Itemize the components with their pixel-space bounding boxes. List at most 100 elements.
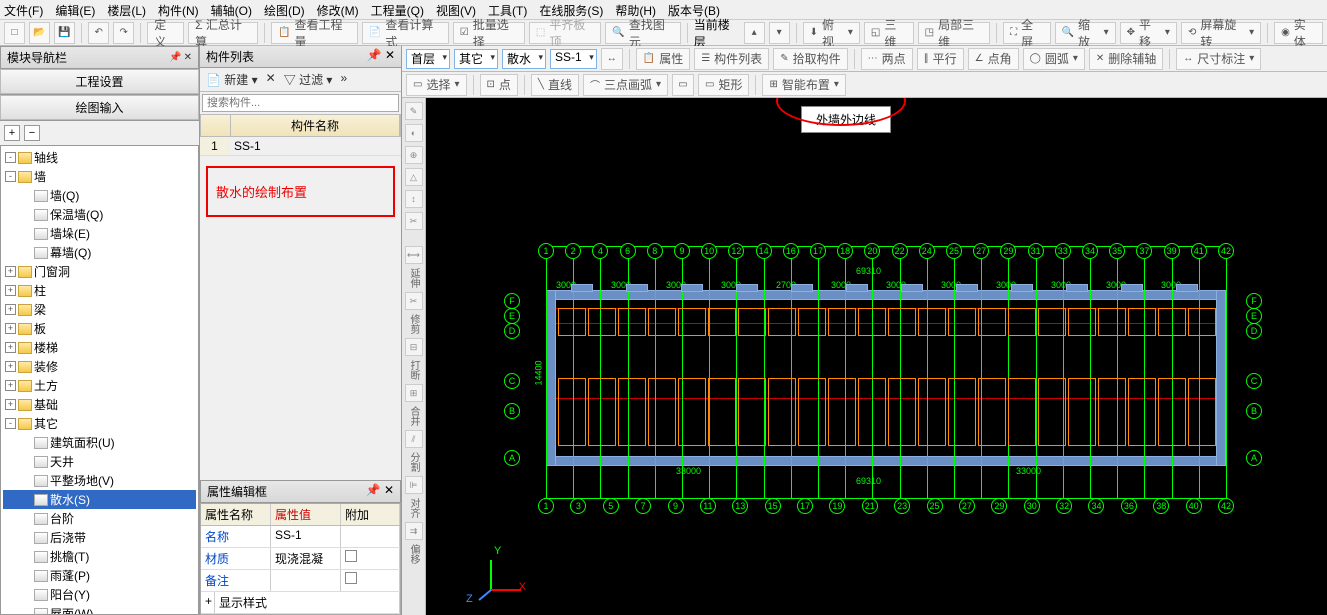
tree-node[interactable]: 屋面(W) [3,604,196,615]
save-icon[interactable]: 💾 [54,22,75,44]
tree-node[interactable]: +基础 [3,395,196,414]
pick-component-button[interactable]: ✎ 拾取构件 [773,48,847,70]
tree-node[interactable]: +柱 [3,281,196,300]
parallel-button[interactable]: ∥ 平行 [917,48,964,70]
dim-mark-button[interactable]: ↔ 尺寸标注 ▾ [1176,48,1261,70]
subcategory-dropdown[interactable]: 散水 [502,49,546,69]
tree-node[interactable]: 天井 [3,452,196,471]
category-dropdown[interactable]: 其它 [454,49,498,69]
tab-draw-input[interactable]: 绘图输入 [0,95,199,120]
tree-node[interactable]: 台阶 [3,509,196,528]
tree-node[interactable]: 后浇带 [3,528,196,547]
search-input[interactable] [202,94,399,112]
open-icon[interactable]: 📂 [29,22,50,44]
point-button[interactable]: ⊡ 点 [480,74,518,96]
tree-node[interactable]: 散水(S) [3,490,196,509]
tree-node[interactable]: 建筑面积(U) [3,433,196,452]
expand-all-icon[interactable]: + [4,125,20,141]
batch-select-button[interactable]: ☑ 批量选择 [453,22,525,44]
tree-node[interactable]: 墙垛(E) [3,224,196,243]
tree-node[interactable]: +楼梯 [3,338,196,357]
screen-rotate-button[interactable]: ⟲ 屏幕旋转 ▾ [1181,22,1261,44]
menu-file[interactable]: 文件(F) [4,2,43,17]
prop-row-remark[interactable]: 备注 [201,570,400,592]
menu-view[interactable]: 视图(V) [436,2,476,17]
3d-button[interactable]: ◱ 三维 [864,22,914,44]
tree-node[interactable]: -轴线 [3,148,196,167]
close-icon[interactable]: ✕ [384,483,394,497]
nav-icon[interactable]: ↔ [601,48,623,70]
prop-row-style[interactable]: + 显示样式 [201,592,400,614]
smart-layout-button[interactable]: ⊞ 智能布置 ▾ [762,74,845,96]
tree-node[interactable]: +梁 [3,300,196,319]
tree-node[interactable]: -其它 [3,414,196,433]
attr-button[interactable]: 📋 属性 [636,48,690,70]
tree-node[interactable]: 墙(Q) [3,186,196,205]
tree-node[interactable]: 幕墙(Q) [3,243,196,262]
pin-icon[interactable]: 📌 [366,483,381,497]
tree-node[interactable]: 平整场地(V) [3,471,196,490]
tree-node[interactable]: -墙 [3,167,196,186]
close-icon[interactable]: ✕ [184,52,192,63]
tab-project-settings[interactable]: 工程设置 [0,69,199,94]
menu-edit[interactable]: 编辑(E) [55,2,95,17]
tool-icon[interactable]: ⊫ [405,476,423,494]
floor-next-icon[interactable]: ▾ [769,22,790,44]
delete-aux-button[interactable]: ✕ 删除辅轴 [1089,48,1163,70]
component-tree[interactable]: -轴线-墙墙(Q)保温墙(Q)墙垛(E)幕墙(Q)+门窗洞+柱+梁+板+楼梯+装… [0,145,199,615]
point-angle-button[interactable]: ∠ 点角 [968,48,1019,70]
menu-floor[interactable]: 楼层(L) [107,2,146,17]
tool-icon[interactable]: ✎ [405,102,423,120]
tree-node[interactable]: +装修 [3,357,196,376]
arc3-button[interactable]: ⌒ 三点画弧 ▾ [583,74,668,96]
tool-icon[interactable]: ⫽ [405,430,423,448]
delete-icon[interactable]: ✕ [266,71,276,88]
tree-node[interactable]: 挑檐(T) [3,547,196,566]
close-icon[interactable]: ✕ [385,48,395,62]
overlook-button[interactable]: ⬇ 俯视 ▾ [803,22,860,44]
redo-icon[interactable]: ↷ [113,22,134,44]
pin-icon[interactable]: 📌 [169,52,181,63]
floor-prev-icon[interactable]: ▴ [744,22,765,44]
tool-icon[interactable]: ▭ [672,74,694,96]
pin-icon[interactable]: 📌 [367,48,382,62]
flat-floor-button[interactable]: ⬚ 平齐板顶 [529,22,602,44]
undo-icon[interactable]: ↶ [88,22,109,44]
tree-node[interactable]: +土方 [3,376,196,395]
arc-button[interactable]: ◯ 圆弧 ▾ [1023,48,1085,70]
entity-button[interactable]: ◉ 实体 [1274,22,1323,44]
tree-node[interactable]: +门窗洞 [3,262,196,281]
local-3d-button[interactable]: ◳ 局部三维 [918,22,991,44]
sum-button[interactable]: Σ 汇总计算 [188,22,258,44]
component-row[interactable]: 1 SS-1 [200,137,401,156]
floor-dropdown[interactable]: 首层 [406,49,450,69]
tool-icon[interactable]: ◐ [405,124,423,142]
component-list-button[interactable]: ☰ 构件列表 [694,48,769,70]
new-component-button[interactable]: 📄 新建 ▾ [206,71,258,88]
more-icon[interactable]: » [340,71,347,88]
tool-icon[interactable]: ⊟ [405,338,423,356]
line-button[interactable]: ╲ 直线 [531,74,579,96]
tree-node[interactable]: 阳台(Y) [3,585,196,604]
search-component[interactable] [202,94,399,112]
find-graph-button[interactable]: 🔍 查找图元 [605,22,680,44]
tool-icon[interactable]: ⊞ [405,384,423,402]
view-project-button[interactable]: 📋 查看工程量 [271,22,358,44]
calc-mode-button[interactable]: 📄 查看计算式 [362,22,449,44]
tool-icon[interactable]: ✂ [405,212,423,230]
two-points-button[interactable]: ⋯ 两点 [861,48,913,70]
zoom-button[interactable]: 🔍 缩放 ▾ [1055,22,1116,44]
checkbox[interactable] [345,550,357,562]
item-dropdown[interactable]: SS-1 [550,49,597,69]
prop-row-name[interactable]: 名称 SS-1 [201,526,400,548]
tool-icon[interactable]: ⟷ [405,246,423,264]
tool-icon[interactable]: ↕ [405,190,423,208]
select-button[interactable]: ▭ 选择 ▾ [406,74,467,96]
define-button[interactable]: 定义 [147,22,184,44]
rect-button[interactable]: ▭ 矩形 [698,74,749,96]
tool-icon[interactable]: ⊕ [405,146,423,164]
collapse-all-icon[interactable]: − [24,125,40,141]
new-icon[interactable]: □ [4,22,25,44]
drawing-canvas[interactable]: 外墙外边线 69310 69310 14400 [426,98,1327,615]
fullscreen-button[interactable]: ⛶ 全屏 [1003,22,1050,44]
